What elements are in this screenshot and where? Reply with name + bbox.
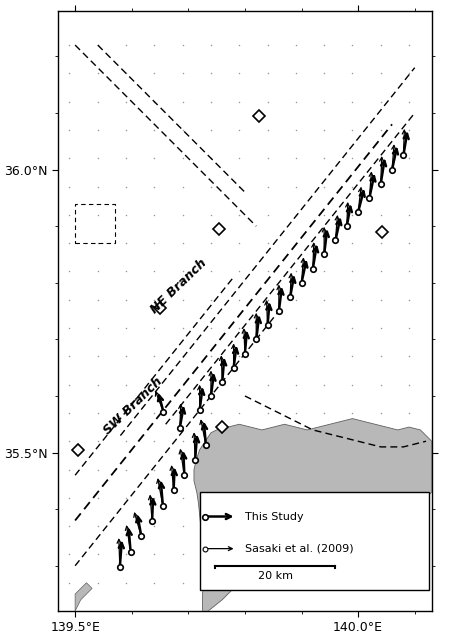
FancyBboxPatch shape xyxy=(200,492,429,589)
Polygon shape xyxy=(75,583,92,611)
Text: This Study: This Study xyxy=(245,511,303,522)
Polygon shape xyxy=(194,419,431,611)
Text: Sasaki et al. (2009): Sasaki et al. (2009) xyxy=(245,543,354,554)
Text: NE Branch: NE Branch xyxy=(148,257,209,317)
Text: SW Branch: SW Branch xyxy=(101,374,165,436)
Text: 20 km: 20 km xyxy=(258,572,293,581)
